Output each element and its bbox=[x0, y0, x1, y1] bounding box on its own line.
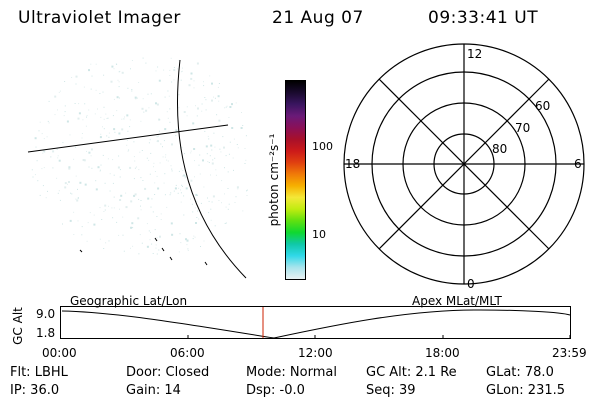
limb-curve bbox=[176, 59, 247, 279]
mlt-label-6: 6 bbox=[574, 157, 582, 171]
colorbar-unit-label: photon cm⁻²s⁻¹ bbox=[267, 133, 281, 227]
lat-label-60: 60 bbox=[535, 99, 550, 113]
orbit-altitude-timeline bbox=[60, 306, 571, 339]
status-seq: Seq: 39 bbox=[366, 383, 416, 398]
terminator-line bbox=[27, 124, 229, 153]
status-glat: GLat: 78.0 bbox=[486, 365, 554, 380]
image-time: 09:33:41 UT bbox=[428, 8, 539, 28]
status-glon: GLon: 231.5 bbox=[486, 383, 566, 398]
mlt-label-18: 18 bbox=[345, 157, 360, 171]
timeline-xtick-0: 00:00 bbox=[42, 346, 77, 360]
status-ip: IP: 36.0 bbox=[10, 383, 60, 398]
timeline-left-label: Geographic Lat/Lon bbox=[70, 294, 188, 308]
mlt-label-0: 0 bbox=[467, 277, 475, 291]
altitude-curve bbox=[61, 309, 571, 339]
imager-title: Ultraviolet Imager bbox=[18, 8, 181, 28]
timeline-ytick-max: 9.0 bbox=[36, 307, 56, 321]
status-filter: Flt: LBHL bbox=[10, 365, 68, 380]
timeline-right-label: Apex MLat/MLT bbox=[412, 294, 502, 308]
timeline-xtick-3: 18:00 bbox=[425, 346, 460, 360]
intensity-colorbar bbox=[285, 80, 306, 280]
lat-label-70: 70 bbox=[515, 121, 530, 135]
timeline-axis-label: GC Alt bbox=[11, 307, 25, 345]
timeline-xtick-1: 06:00 bbox=[170, 346, 205, 360]
mlt-spoke-diag-b bbox=[378, 78, 550, 250]
colorbar-tick-100: 100 bbox=[312, 140, 333, 153]
status-door: Door: Closed bbox=[126, 365, 210, 380]
status-gain: Gain: 14 bbox=[126, 383, 181, 398]
timeline-ytick-min: 1.8 bbox=[36, 326, 56, 340]
polar-mlt-plot: 12 6 18 0 60 70 80 bbox=[343, 43, 585, 291]
timeline-xtick-2: 12:00 bbox=[298, 346, 333, 360]
mlt-label-12: 12 bbox=[467, 47, 482, 61]
lat-label-80: 80 bbox=[492, 142, 507, 156]
geographic-image-panel bbox=[27, 57, 248, 279]
auroral-emission-speckles bbox=[31, 57, 248, 255]
image-date: 21 Aug 07 bbox=[272, 8, 364, 28]
status-dsp: Dsp: -0.0 bbox=[246, 383, 305, 398]
colorbar-tick-10: 10 bbox=[312, 228, 326, 241]
timeline-xtick-4: 23:59 bbox=[552, 346, 587, 360]
status-mode: Mode: Normal bbox=[246, 365, 337, 380]
status-gc-alt: GC Alt: 2.1 Re bbox=[366, 365, 457, 380]
